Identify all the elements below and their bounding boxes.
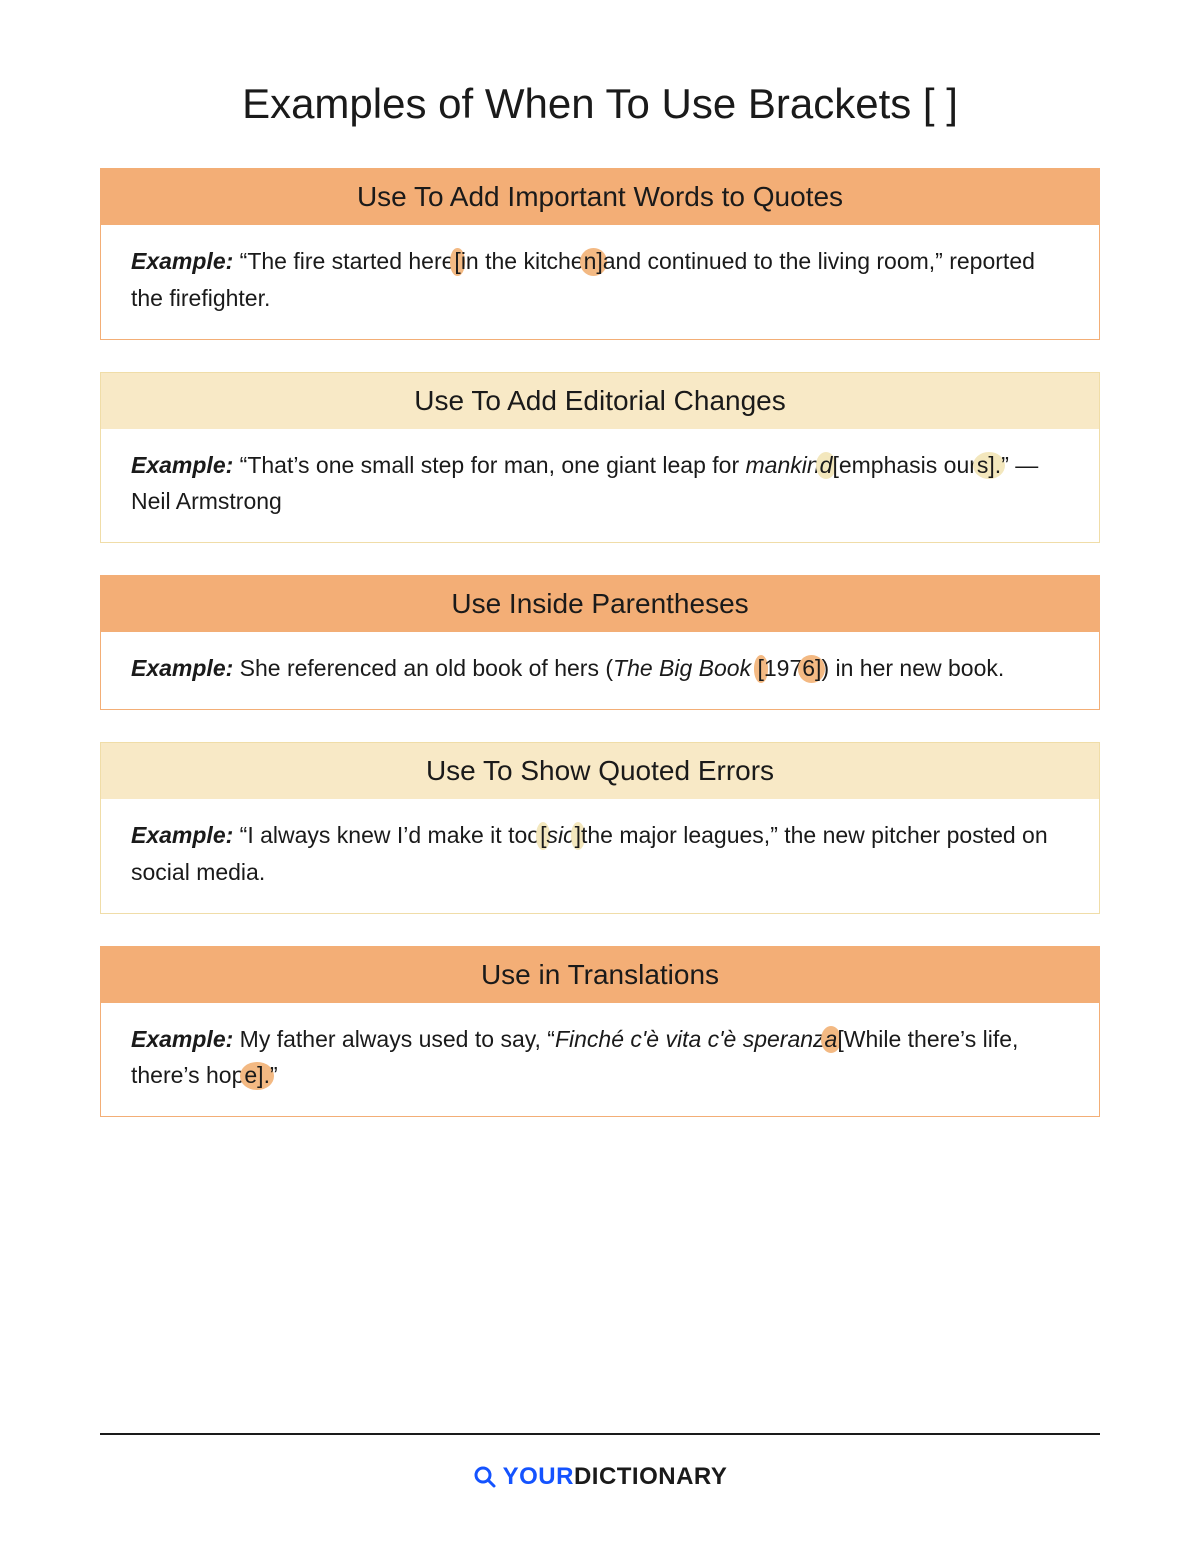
text-segment: mankin — [746, 452, 820, 478]
logo: YOURDICTIONARY — [473, 1463, 728, 1491]
section-card: Use To Show Quoted ErrorsExample: “I alw… — [100, 742, 1100, 914]
section-body: Example: “The fire started here [in the … — [101, 225, 1099, 339]
text-segment: 197 — [764, 655, 802, 681]
text-segment: ) in her new book. — [821, 655, 1004, 681]
section-header: Use in Translations — [101, 947, 1099, 1003]
text-segment: e]. — [240, 1062, 274, 1090]
text-segment: “The fire started here — [233, 248, 454, 274]
text-segment: My father always used to say, “ — [233, 1026, 555, 1052]
example-label: Example: — [131, 1026, 233, 1052]
example-label: Example: — [131, 655, 233, 681]
example-label: Example: — [131, 452, 233, 478]
logo-text: YOURDICTIONARY — [503, 1463, 728, 1491]
text-segment: “I always knew I’d make it too — [233, 822, 540, 848]
page-title: Examples of When To Use Brackets [ ] — [100, 80, 1100, 128]
text-segment: The Big Book — [613, 655, 751, 681]
text-segment: in the kitche — [461, 248, 584, 274]
text-segment: She referenced an old book of hers ( — [233, 655, 613, 681]
section-card: Use in TranslationsExample: My father al… — [100, 946, 1100, 1118]
section-body: Example: “I always knew I’d make it too … — [101, 799, 1099, 913]
section-header: Use To Add Editorial Changes — [101, 373, 1099, 429]
footer: YOURDICTIONARY — [100, 1433, 1100, 1494]
section-card: Use To Add Editorial ChangesExample: “Th… — [100, 372, 1100, 544]
section-header: Use To Add Important Words to Quotes — [101, 169, 1099, 225]
section-header: Use To Show Quoted Errors — [101, 743, 1099, 799]
text-segment: “That’s one small step for man, one gian… — [233, 452, 745, 478]
section-body: Example: “That’s one small step for man,… — [101, 429, 1099, 543]
section-card: Use To Add Important Words to QuotesExam… — [100, 168, 1100, 340]
footer-divider — [100, 1433, 1100, 1435]
section-header: Use Inside Parentheses — [101, 576, 1099, 632]
text-segment: Finché c'è vita c'è speranz — [555, 1026, 825, 1052]
text-segment: [emphasis our — [832, 452, 976, 478]
sections-container: Use To Add Important Words to QuotesExam… — [100, 168, 1100, 1117]
example-label: Example: — [131, 248, 233, 274]
example-label: Example: — [131, 822, 233, 848]
logo-dict: DICTIONARY — [574, 1463, 727, 1490]
text-segment: ” — [270, 1062, 278, 1088]
logo-your: YOUR — [503, 1463, 574, 1490]
section-card: Use Inside ParenthesesExample: She refer… — [100, 575, 1100, 710]
section-body: Example: She referenced an old book of h… — [101, 632, 1099, 709]
section-body: Example: My father always used to say, “… — [101, 1003, 1099, 1117]
search-icon — [473, 1465, 497, 1489]
